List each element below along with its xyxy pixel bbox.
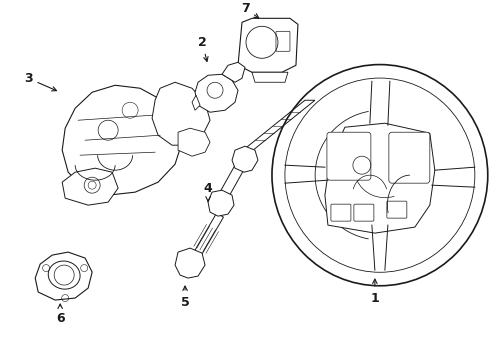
Polygon shape xyxy=(325,123,435,233)
Text: 7: 7 xyxy=(241,2,259,18)
Polygon shape xyxy=(208,190,234,216)
Polygon shape xyxy=(216,150,252,204)
Polygon shape xyxy=(192,95,200,110)
FancyBboxPatch shape xyxy=(327,132,371,180)
Polygon shape xyxy=(152,82,210,145)
Polygon shape xyxy=(232,146,258,172)
Polygon shape xyxy=(238,18,298,72)
Polygon shape xyxy=(252,72,288,82)
FancyBboxPatch shape xyxy=(354,204,374,221)
FancyBboxPatch shape xyxy=(389,132,430,183)
Polygon shape xyxy=(35,252,92,300)
Polygon shape xyxy=(243,100,315,150)
Text: 2: 2 xyxy=(197,36,208,62)
Text: 5: 5 xyxy=(181,286,190,309)
FancyBboxPatch shape xyxy=(331,204,351,221)
Text: 4: 4 xyxy=(204,182,212,201)
Polygon shape xyxy=(185,213,223,272)
Text: 1: 1 xyxy=(370,279,379,305)
Polygon shape xyxy=(175,248,205,278)
Polygon shape xyxy=(62,168,118,205)
Polygon shape xyxy=(178,128,210,156)
Polygon shape xyxy=(222,62,245,82)
Text: 3: 3 xyxy=(24,72,56,91)
Polygon shape xyxy=(195,74,238,112)
Polygon shape xyxy=(62,85,182,195)
FancyBboxPatch shape xyxy=(387,201,407,218)
Text: 6: 6 xyxy=(56,304,65,324)
